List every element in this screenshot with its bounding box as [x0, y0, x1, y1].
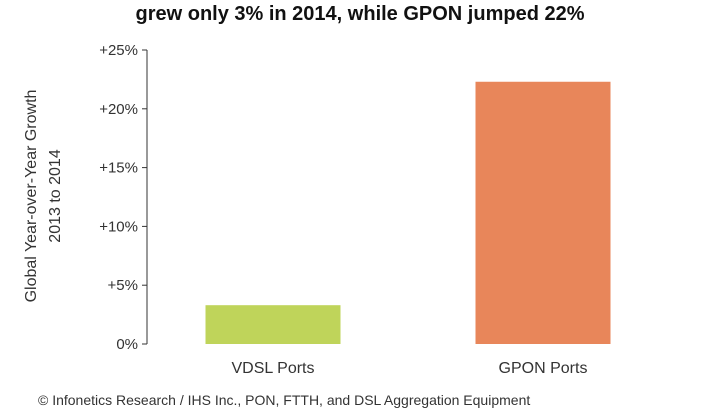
y-axis: 0% +5% +10% +15% +20% +25% — [99, 42, 148, 353]
x-category-label: GPON Ports — [499, 360, 588, 377]
chart-title: grew only 3% in 2014, while GPON jumped … — [135, 3, 585, 25]
y-tick-label: +25% — [99, 42, 138, 59]
x-axis-labels: VDSL Ports GPON Ports — [232, 360, 588, 377]
x-category-label: VDSL Ports — [232, 360, 315, 377]
y-tick-label: 0% — [116, 336, 138, 353]
bar-vdsl-ports — [205, 305, 341, 344]
y-tick-label: +10% — [99, 218, 138, 235]
y-tick-label: +5% — [108, 277, 138, 294]
bars — [205, 81, 611, 344]
source-note: © Infonetics Research / IHS Inc., PON, F… — [38, 392, 531, 408]
y-axis-label-line2: 2013 to 2014 — [47, 149, 64, 243]
y-axis-label-line1: Global Year-over-Year Growth — [23, 90, 40, 303]
y-tick-label: +20% — [99, 101, 138, 118]
bar-gpon-ports — [475, 81, 611, 344]
y-tick-label: +15% — [99, 160, 138, 177]
bar-chart: 0% +5% +10% +15% +20% +25% VDSL Ports GPON Por… — [23, 42, 611, 377]
